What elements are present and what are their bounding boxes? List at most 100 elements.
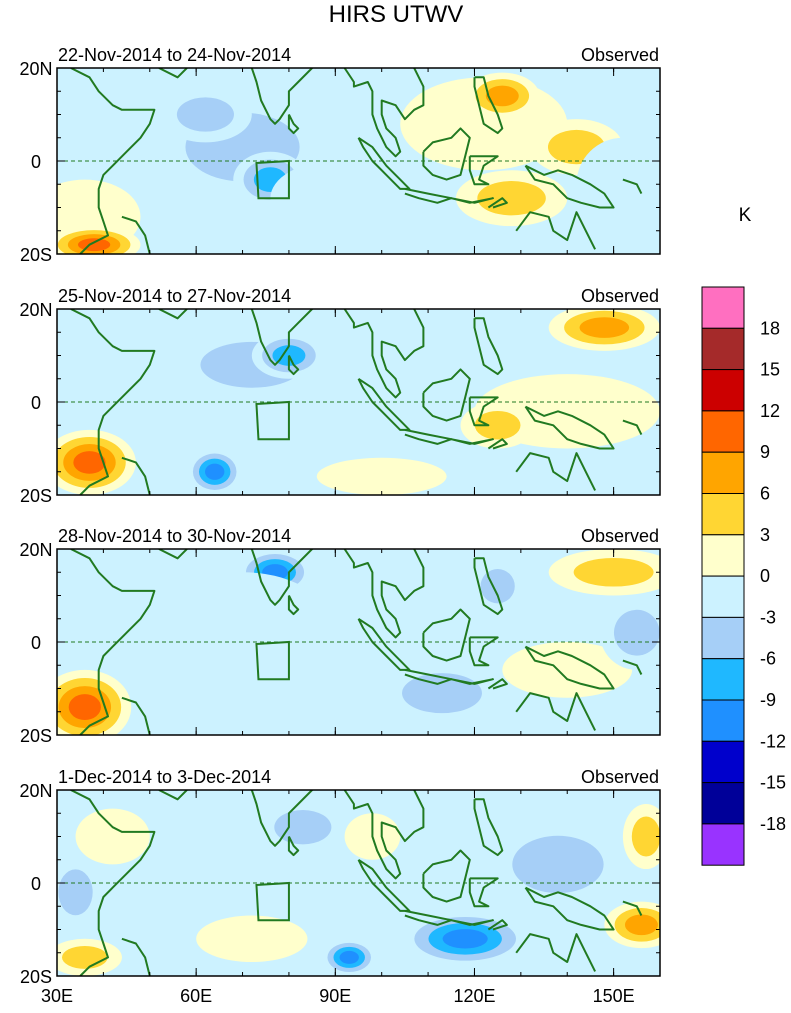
colorbar-swatch — [701, 410, 745, 453]
colorbar-level-label: -18 — [760, 814, 786, 834]
colorbar-level-label: 15 — [760, 360, 780, 380]
coastline — [524, 405, 615, 450]
coastline — [158, 309, 188, 320]
coastline — [487, 438, 508, 450]
anomaly-contour — [316, 457, 447, 495]
coastline — [451, 919, 494, 926]
y-tick-label: 20S — [20, 245, 52, 265]
box-region — [255, 159, 290, 200]
coastline — [357, 136, 411, 190]
coastline — [524, 645, 615, 690]
y-tick-label: 20N — [19, 781, 52, 801]
panel-label: Observed — [581, 526, 659, 546]
colorbar-swatch — [701, 451, 745, 495]
colorbar-level-label: 6 — [760, 484, 770, 504]
x-tick-label: 90E — [319, 986, 351, 1006]
coastline — [228, 309, 315, 366]
panel-period: 25-Nov-2014 to 27-Nov-2014 — [58, 286, 291, 306]
colorbar-unit: K — [739, 205, 752, 226]
colorbar-swatch — [701, 699, 745, 742]
coastline — [515, 211, 596, 250]
box-region — [255, 640, 290, 681]
colorbar-swatch — [701, 658, 745, 701]
coastline — [487, 919, 508, 931]
y-tick-label: 20N — [19, 59, 52, 79]
coastline — [343, 549, 425, 639]
y-tick-label: 20N — [19, 540, 52, 560]
anomaly-contour — [77, 238, 111, 252]
anomaly-contour — [75, 808, 150, 865]
colorbar-swatch — [701, 575, 745, 618]
coastline — [158, 790, 188, 801]
map-panel: 20N 0 20S 22-Nov-2014 to 24-Nov-2014 Observe… — [19, 45, 661, 265]
anomaly-contour — [502, 642, 633, 698]
y-tick-label: 20S — [20, 967, 52, 987]
colorbar-swatch — [701, 493, 745, 536]
coastline — [473, 76, 504, 135]
coastline — [287, 595, 300, 616]
anomaly-contour — [274, 810, 332, 845]
anomaly-contour — [159, 572, 327, 666]
anomaly-contour — [631, 816, 660, 857]
coastline — [404, 428, 453, 445]
coastline — [357, 858, 411, 912]
coastline — [228, 549, 315, 606]
colorbar-level-label: 0 — [760, 566, 770, 586]
anomaly-contour — [579, 317, 630, 338]
coastline — [357, 617, 411, 671]
coastline — [422, 608, 471, 662]
coastline — [468, 877, 499, 908]
anomaly-contour — [58, 869, 93, 916]
coastline — [121, 215, 151, 254]
coastline — [287, 355, 300, 376]
coastline — [343, 68, 425, 158]
coastline — [228, 790, 315, 847]
coastline — [404, 668, 453, 685]
y-tick-label: 20S — [20, 486, 52, 506]
panel-label: Observed — [581, 45, 659, 65]
figure-title: HIRS UTWV — [329, 1, 464, 28]
coastline — [487, 197, 508, 209]
x-tick-label: 30E — [41, 986, 73, 1006]
anomaly-contour — [339, 950, 359, 964]
coastline — [451, 678, 494, 685]
coastline — [473, 317, 504, 376]
anomaly-contour — [477, 181, 546, 216]
anomaly-contour — [205, 463, 225, 480]
coastlines — [70, 68, 643, 254]
y-tick-label: 20N — [19, 300, 52, 320]
colorbar-swatch — [701, 740, 745, 784]
coastline — [451, 438, 494, 445]
colorbar-level-label: -15 — [760, 773, 786, 793]
panel-label: Observed — [581, 767, 659, 787]
y-tick-label: 0 — [31, 152, 41, 172]
coastline — [524, 164, 615, 209]
anomaly-contour — [61, 945, 108, 969]
anomaly-contour — [474, 410, 521, 440]
coastline — [121, 937, 151, 976]
colorbar-level-label: 18 — [760, 318, 780, 338]
x-tick-label: 150E — [593, 986, 635, 1006]
colorbar-swatch — [701, 534, 745, 577]
colorbar-swatch — [701, 616, 745, 660]
coastline — [622, 659, 643, 675]
coastline — [343, 790, 425, 880]
coastline — [487, 678, 508, 690]
anomaly-contour — [349, 161, 461, 236]
coastline — [622, 419, 643, 436]
coastline — [515, 452, 596, 491]
colorbar-swatch — [701, 286, 745, 329]
anomaly-contour — [196, 915, 308, 963]
coastline — [422, 849, 471, 903]
coastline — [468, 396, 499, 427]
colorbar-level-label: 3 — [760, 525, 770, 545]
anomaly-contour — [613, 609, 660, 656]
anomaly-field — [57, 549, 660, 735]
coastline — [228, 68, 315, 125]
anomaly-contour — [73, 451, 106, 474]
anomaly-contour — [485, 85, 519, 107]
y-tick-label: 0 — [31, 393, 41, 413]
coastline — [70, 309, 156, 495]
coastlines — [70, 549, 643, 735]
